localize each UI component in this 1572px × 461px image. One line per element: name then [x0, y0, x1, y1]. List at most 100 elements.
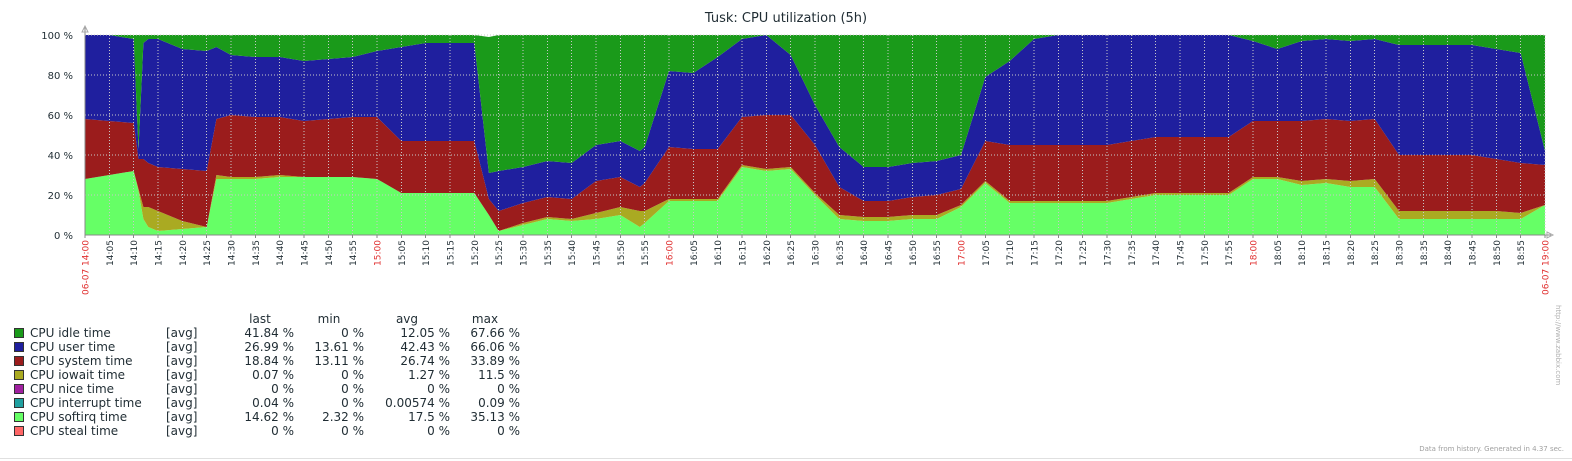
legend-row: CPU idle time [avg] 41.84 % 0 % 12.05 % 67.66… — [14, 326, 520, 340]
legend-swatch — [14, 398, 24, 408]
x-tick-label: 15:20 — [471, 240, 481, 266]
legend-last: 41.84 % — [244, 326, 294, 340]
legend-avg: 0.00574 % — [385, 396, 450, 410]
legend-last: 18.84 % — [244, 354, 294, 368]
legend-name: CPU iowait time — [30, 368, 126, 382]
legend-max: 33.89 % — [470, 354, 520, 368]
x-tick-label: 16:35 — [836, 240, 846, 266]
x-tick-label: 14:30 — [228, 240, 238, 266]
legend-swatch — [14, 412, 24, 422]
x-tick-label: 15:15 — [447, 240, 457, 266]
legend-fn: [avg] — [166, 382, 198, 396]
legend-avg: 26.74 % — [400, 354, 450, 368]
x-tick-label: 15:30 — [520, 240, 530, 266]
x-tick-label: 14:25 — [203, 240, 213, 266]
x-tick-label: 18:15 — [1323, 240, 1333, 266]
y-tick-label: 20 % — [48, 191, 73, 202]
legend-min: 2.32 % — [322, 410, 364, 424]
legend-fn: [avg] — [166, 326, 198, 340]
x-tick-label: 17:45 — [1177, 240, 1187, 266]
x-tick-label: 16:05 — [690, 240, 700, 266]
legend-header-last: last — [249, 312, 271, 326]
x-tick-label: 14:20 — [179, 240, 189, 266]
x-tick-label: 06-07 19:00 — [1542, 240, 1552, 295]
x-tick-label: 18:20 — [1347, 240, 1357, 266]
x-tick-label: 15:05 — [398, 240, 408, 266]
x-tick-label: 17:20 — [1055, 240, 1065, 266]
legend-min: 13.61 % — [314, 340, 364, 354]
legend-avg: 0 % — [427, 424, 450, 438]
x-tick-label: 17:55 — [1225, 240, 1235, 266]
legend-fn: [avg] — [166, 424, 198, 438]
legend-fn: [avg] — [166, 410, 198, 424]
x-tick-label: 14:15 — [155, 240, 165, 266]
y-axis: 0 % 20 % 40 % 60 % 80 % 100 % — [41, 24, 89, 242]
legend-avg: 42.43 % — [400, 340, 450, 354]
y-tick-label: 0 % — [54, 231, 73, 242]
grid — [84, 34, 1546, 236]
y-tick-label: 60 % — [48, 111, 73, 122]
legend-max: 11.5 % — [478, 368, 520, 382]
x-tick-label: 18:25 — [1371, 240, 1381, 266]
chart-title: Tusk: CPU utilization (5h) — [704, 11, 867, 26]
legend-min: 0 % — [341, 326, 364, 340]
legend-avg: 17.5 % — [408, 410, 450, 424]
legend-name: CPU interrupt time — [30, 396, 142, 410]
x-tick-label: 17:00 — [958, 240, 968, 266]
legend-last: 26.99 % — [244, 340, 294, 354]
x-tick-label: 18:00 — [1250, 240, 1260, 266]
x-tick-label: 06-07 14:00 — [82, 240, 92, 295]
legend-avg: 1.27 % — [408, 368, 450, 382]
y-axis-arrow — [81, 24, 89, 33]
legend-min: 0 % — [341, 368, 364, 382]
x-tick-label: 16:15 — [739, 240, 749, 266]
x-tick-label: 16:45 — [885, 240, 895, 266]
x-tick-label: 14:10 — [130, 240, 140, 266]
legend-max: 66.06 % — [470, 340, 520, 354]
y-tick-label: 100 % — [41, 31, 73, 42]
x-tick-label: 15:00 — [374, 240, 384, 266]
x-tick-label: 18:55 — [1517, 240, 1527, 266]
legend-name: CPU nice time — [30, 382, 115, 396]
x-tick-label: 14:05 — [106, 240, 116, 266]
x-tick-label: 14:35 — [252, 240, 262, 266]
x-tick-label: 17:35 — [1128, 240, 1138, 266]
x-tick-label: 17:15 — [1031, 240, 1041, 266]
legend-avg: 0 % — [427, 382, 450, 396]
x-tick-label: 17:40 — [1152, 240, 1162, 266]
legend-last: 0 % — [271, 424, 294, 438]
legend-fn: [avg] — [166, 354, 198, 368]
legend-row: CPU nice time [avg] 0 % 0 % 0 % 0 % — [14, 382, 520, 396]
legend-name: CPU steal time — [30, 424, 119, 438]
legend-row: CPU user time [avg] 26.99 % 13.61 % 42.43 % 6… — [14, 340, 520, 354]
x-tick-label: 17:50 — [1201, 240, 1211, 266]
x-tick-label: 15:50 — [617, 240, 627, 266]
x-tick-label: 17:30 — [1104, 240, 1114, 266]
watermark: http://www.zabbix.com — [1554, 305, 1562, 386]
legend-name: CPU system time — [30, 354, 133, 368]
legend-swatch — [14, 328, 24, 338]
legend-row: CPU interrupt time [avg] 0.04 % 0 % 0.00574 … — [14, 396, 520, 410]
legend-row: CPU system time [avg] 18.84 % 13.11 % 26.74 … — [14, 354, 520, 368]
legend-header-max: max — [471, 312, 499, 326]
legend-max: 0 % — [497, 382, 520, 396]
x-tick-label: 18:40 — [1444, 240, 1454, 266]
legend-swatch — [14, 342, 24, 352]
legend-swatch — [14, 356, 24, 366]
x-tick-label: 17:25 — [1079, 240, 1089, 266]
x-tick-label: 16:20 — [763, 240, 773, 266]
legend-max: 35.13 % — [470, 410, 520, 424]
legend-last: 0.07 % — [252, 368, 294, 382]
divider — [0, 458, 1572, 459]
x-tick-label: 16:55 — [933, 240, 943, 266]
legend-last: 14.62 % — [244, 410, 294, 424]
x-tick-label: 15:35 — [544, 240, 554, 266]
x-tick-label: 16:50 — [909, 240, 919, 266]
x-tick-label: 15:45 — [593, 240, 603, 266]
x-tick-label: 18:05 — [1274, 240, 1284, 266]
legend-min: 0 % — [341, 396, 364, 410]
y-tick-label: 80 % — [48, 71, 73, 82]
legend-name: CPU user time — [30, 340, 116, 354]
legend-name: CPU idle time — [30, 326, 111, 340]
